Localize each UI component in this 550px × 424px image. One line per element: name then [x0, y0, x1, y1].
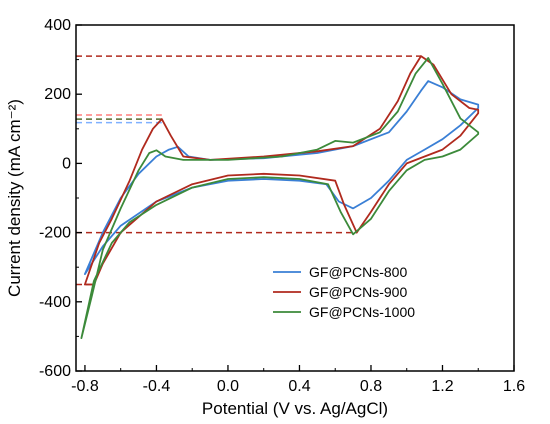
- x-tick-label: -0.8: [71, 378, 99, 395]
- x-axis: -0.8 -0.4 0.0 0.4 0.8 1.2 1.6: [71, 365, 525, 395]
- y-tick-label: 200: [44, 86, 71, 103]
- y-tick-label: 0: [62, 155, 71, 172]
- x-tick-label: 0.8: [360, 378, 382, 395]
- y-tick-label: -600: [39, 363, 71, 380]
- legend: GF@PCNs-800 GF@PCNs-900 GF@PCNs-1000: [273, 264, 415, 320]
- plot-content: [76, 55, 480, 340]
- x-tick-label: 1.2: [431, 378, 453, 395]
- legend-label-2: GF@PCNs-1000: [309, 304, 415, 320]
- x-axis-title: Potential (V vs. Ag/AgCl): [202, 399, 388, 418]
- legend-label-0: GF@PCNs-800: [309, 264, 407, 280]
- series-line-2: [80, 57, 480, 340]
- x-tick-label: 0.4: [288, 378, 310, 395]
- y-axis-title: Current density (mA cm⁻²): [5, 99, 24, 297]
- y-tick-label: -200: [39, 225, 71, 242]
- x-tick-label: -0.4: [143, 378, 171, 395]
- x-tick-label: 0.0: [217, 378, 239, 395]
- y-axis: -600 -400 -200 0 200 400: [39, 17, 82, 380]
- legend-label-1: GF@PCNs-900: [309, 284, 407, 300]
- y-tick-label: 400: [44, 17, 71, 34]
- series-line-1: [84, 55, 480, 286]
- x-tick-label: 1.6: [503, 378, 525, 395]
- plot-frame: [75, 24, 515, 372]
- y-tick-label: -400: [39, 294, 71, 311]
